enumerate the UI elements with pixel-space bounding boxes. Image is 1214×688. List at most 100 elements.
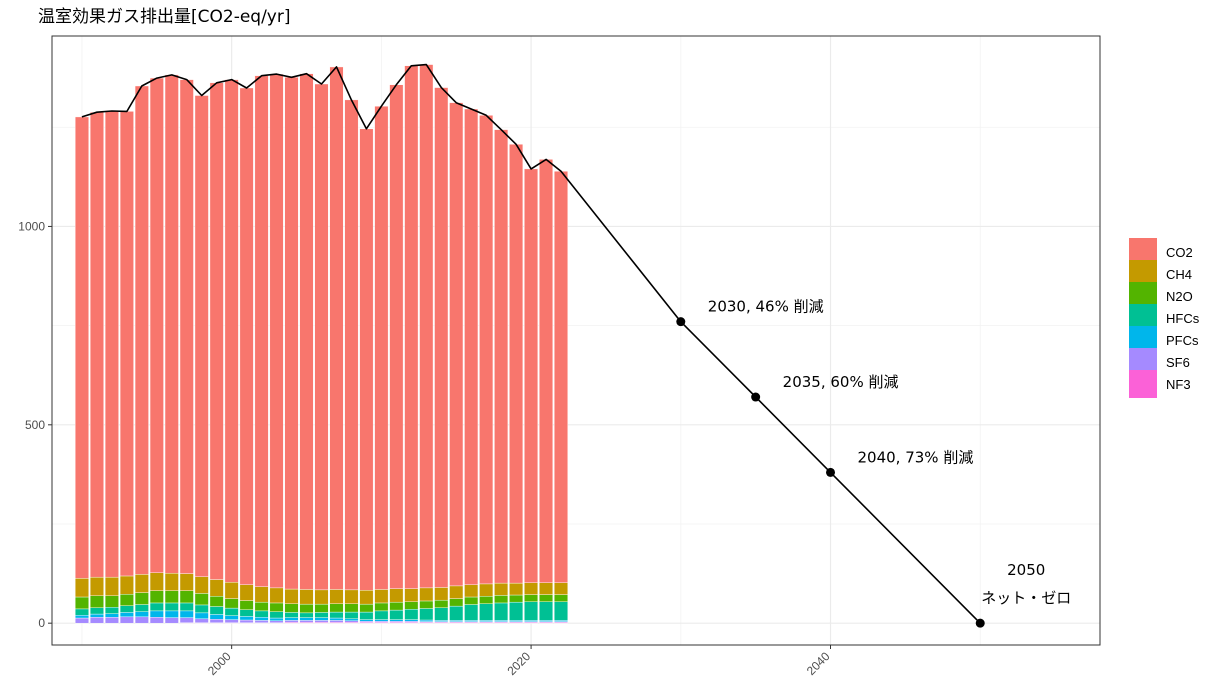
legend-label-PFCs: PFCs: [1166, 333, 1199, 348]
bar-CO2-1992: [104, 110, 119, 578]
bar-N2O-1999: [209, 596, 224, 607]
bar-PFCs-1995: [149, 610, 164, 618]
bar-PFCs-1999: [209, 614, 224, 620]
x-tick-label-2040: 2040: [804, 649, 833, 678]
bar-HFCs-2019: [509, 601, 524, 621]
bar-HFCs-2008: [344, 611, 359, 620]
legend-label-CO2: CO2: [1166, 245, 1193, 260]
bar-PFCs-1994: [134, 611, 149, 618]
bar-HFCs-2011: [389, 609, 404, 620]
bar-HFCs-2012: [404, 609, 419, 620]
bar-CO2-1999: [209, 82, 224, 580]
bar-N2O-2003: [269, 602, 284, 612]
bar-PFCs-2010: [374, 619, 389, 622]
bar-HFCs-1997: [179, 602, 194, 612]
bar-PFCs-2002: [254, 617, 269, 621]
bar-N2O-2014: [434, 599, 449, 608]
bar-CO2-1996: [164, 74, 179, 574]
bar-SF6-2008: [344, 620, 359, 623]
bar-N2O-2000: [224, 598, 239, 609]
target-point-2035: [751, 392, 761, 402]
bar-CO2-2011: [389, 84, 404, 589]
bar-CO2-2013: [419, 64, 434, 589]
bar-N2O-2016: [464, 596, 479, 605]
bar-N2O-1997: [179, 590, 194, 604]
bar-SF6-2002: [254, 620, 269, 623]
bar-N2O-1991: [89, 595, 104, 608]
bar-PFCs-2003: [269, 617, 284, 621]
bar-PFCs-2007: [329, 617, 344, 621]
bar-CH4-2012: [404, 588, 419, 602]
bar-HFCs-2006: [314, 612, 329, 618]
stacked-bars: [75, 64, 568, 624]
bar-N2O-2001: [239, 600, 254, 610]
bar-CH4-2001: [239, 584, 254, 601]
target-annotations: 2030, 46% 削減 2035, 60% 削減 2040, 73% 削減 2050…: [708, 298, 1071, 608]
target-point-2040: [826, 467, 836, 477]
bar-N2O-1994: [134, 592, 149, 605]
bar-HFCs-1996: [164, 602, 179, 612]
bar-CH4-2003: [269, 587, 284, 604]
bar-PFCs-2011: [389, 619, 404, 622]
bar-CH4-2002: [254, 586, 269, 603]
bar-CH4-2009: [359, 590, 374, 605]
bar-CH4-2006: [314, 589, 329, 605]
chart-title: 温室効果ガス排出量[CO2-eq/yr]: [38, 7, 291, 27]
bar-HFCs-1992: [104, 607, 119, 614]
target-label-2030: 2030, 46% 削減: [708, 298, 824, 316]
bar-HFCs-1998: [194, 604, 209, 614]
bar-CO2-1991: [89, 111, 104, 578]
bar-SF6-1996: [164, 617, 179, 624]
bar-CH4-1998: [194, 576, 209, 594]
bar-CH4-2022: [554, 582, 568, 595]
bar-N2O-2021: [539, 594, 553, 602]
bar-CH4-2020: [524, 582, 539, 595]
bar-SF6-1999: [209, 619, 224, 623]
bar-CO2-2021: [539, 159, 553, 583]
bar-CH4-2010: [374, 589, 389, 604]
bar-HFCs-2013: [419, 608, 434, 621]
bar-N2O-2011: [389, 601, 404, 611]
bar-PFCs-2012: [404, 619, 419, 622]
bar-CH4-1999: [209, 579, 224, 597]
bar-PFCs-2001: [239, 616, 254, 621]
bar-N2O-1995: [149, 590, 164, 604]
bar-HFCs-2007: [329, 611, 344, 619]
bar-SF6-2003: [269, 620, 284, 623]
bar-HFCs-2005: [299, 612, 314, 618]
bar-CH4-1997: [179, 573, 194, 591]
bar-CO2-2010: [374, 106, 389, 590]
bar-CH4-2014: [434, 587, 449, 601]
legend-label-SF6: SF6: [1166, 355, 1190, 370]
bar-N2O-1992: [104, 595, 119, 608]
bar-CO2-1993: [119, 111, 134, 577]
bar-SF6-1998: [194, 618, 209, 623]
bar-CH4-2021: [539, 582, 553, 595]
bar-HFCs-2020: [524, 601, 539, 621]
bar-HFCs-1993: [119, 605, 134, 613]
bar-N2O-2015: [449, 598, 464, 607]
bar-CH4-1990: [75, 578, 89, 598]
bar-HFCs-1999: [209, 606, 224, 615]
bar-CO2-2003: [269, 73, 284, 589]
legend-key-NF3: [1129, 370, 1157, 398]
bar-PFCs-1991: [89, 613, 104, 618]
bar-CH4-1992: [104, 576, 119, 597]
bar-CO2-2019: [509, 144, 524, 584]
legend-label-N2O: N2O: [1166, 289, 1193, 304]
bar-HFCs-2009: [359, 611, 374, 620]
plot-border: [51, 35, 1101, 646]
bar-PFCs-1992: [104, 613, 119, 618]
bar-CO2-2007: [329, 66, 344, 590]
bar-HFCs-2016: [464, 604, 479, 621]
bar-N2O-2013: [419, 600, 434, 609]
bar-HFCs-2003: [269, 611, 284, 619]
legend-label-HFCs: HFCs: [1166, 311, 1200, 326]
legend: CO2 CH4 N2O HFCs PFCs SF6 NF3: [1129, 238, 1200, 398]
bar-N2O-2002: [254, 601, 269, 612]
bar-PFCs-1998: [194, 612, 209, 620]
target-label-2040: 2040, 73% 削減: [858, 448, 974, 466]
bar-SF6-1995: [149, 617, 164, 624]
bar-CH4-2019: [509, 582, 524, 596]
bar-HFCs-2022: [554, 601, 568, 621]
